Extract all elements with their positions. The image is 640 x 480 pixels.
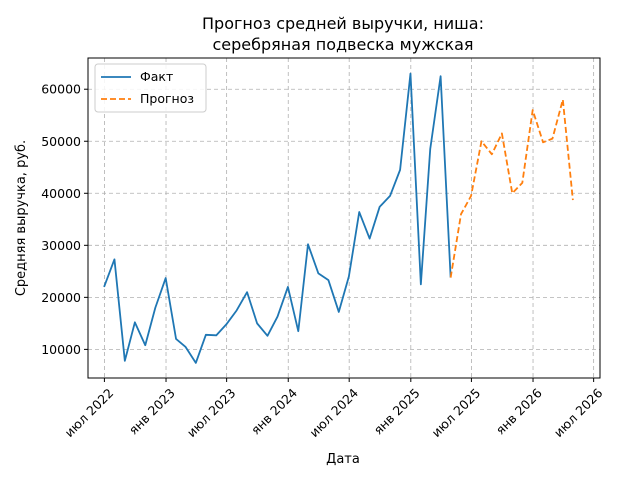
series-line-fact	[103, 72, 452, 364]
y-axis-label: Средняя выручка, руб.	[14, 140, 29, 296]
legend-label-forecast: Прогноз	[140, 91, 194, 106]
legend-box	[94, 63, 207, 113]
y-tick-label: 10000	[41, 342, 81, 357]
chart-title-line-2: серебряная подвеска мужская	[212, 35, 473, 54]
chart-title-line-1: Прогноз средней выручки, ниша:	[202, 14, 484, 33]
x-axis-label: Дата	[326, 452, 360, 467]
series-line-forecast	[449, 98, 574, 278]
legend-label-fact: Факт	[140, 69, 173, 84]
legend: Факт Прогноз	[94, 63, 207, 113]
series-lines	[103, 72, 574, 364]
y-tick-label: 20000	[41, 290, 81, 305]
y-tick-label: 50000	[41, 134, 81, 149]
y-tick-label: 60000	[41, 82, 81, 97]
grid	[88, 58, 600, 378]
y-tick-label: 40000	[41, 186, 81, 201]
y-axis: 10000 20000 30000 40000 50000 60000	[41, 82, 88, 357]
plot-frame	[87, 57, 601, 379]
y-tick-label: 30000	[41, 238, 81, 253]
